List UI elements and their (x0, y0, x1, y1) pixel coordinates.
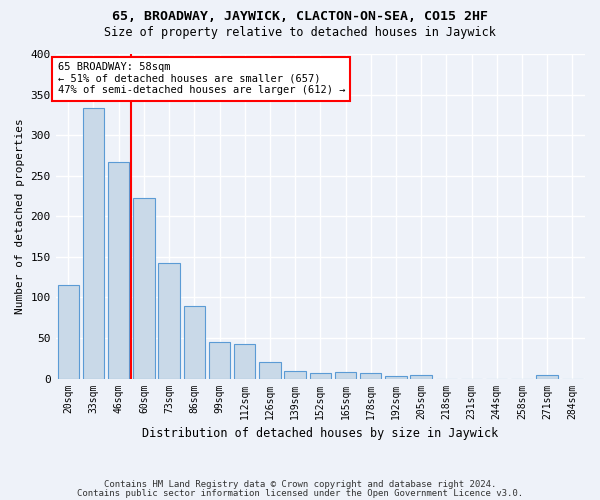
Text: 65 BROADWAY: 58sqm
← 51% of detached houses are smaller (657)
47% of semi-detach: 65 BROADWAY: 58sqm ← 51% of detached hou… (58, 62, 345, 96)
Text: 65, BROADWAY, JAYWICK, CLACTON-ON-SEA, CO15 2HF: 65, BROADWAY, JAYWICK, CLACTON-ON-SEA, C… (112, 10, 488, 23)
Text: Contains HM Land Registry data © Crown copyright and database right 2024.: Contains HM Land Registry data © Crown c… (104, 480, 496, 489)
Text: Contains public sector information licensed under the Open Government Licence v3: Contains public sector information licen… (77, 488, 523, 498)
Bar (209, 342, 230, 378)
Bar (335, 372, 356, 378)
Bar (234, 344, 256, 378)
Bar (360, 373, 382, 378)
Bar (385, 376, 407, 378)
Y-axis label: Number of detached properties: Number of detached properties (15, 118, 25, 314)
Bar (310, 373, 331, 378)
Bar (536, 376, 558, 378)
Bar (83, 108, 104, 378)
Text: Size of property relative to detached houses in Jaywick: Size of property relative to detached ho… (104, 26, 496, 39)
X-axis label: Distribution of detached houses by size in Jaywick: Distribution of detached houses by size … (142, 427, 499, 440)
Bar (108, 162, 130, 378)
Bar (58, 285, 79, 378)
Bar (284, 372, 306, 378)
Bar (184, 306, 205, 378)
Bar (133, 198, 155, 378)
Bar (158, 264, 180, 378)
Bar (410, 376, 432, 378)
Bar (259, 362, 281, 378)
